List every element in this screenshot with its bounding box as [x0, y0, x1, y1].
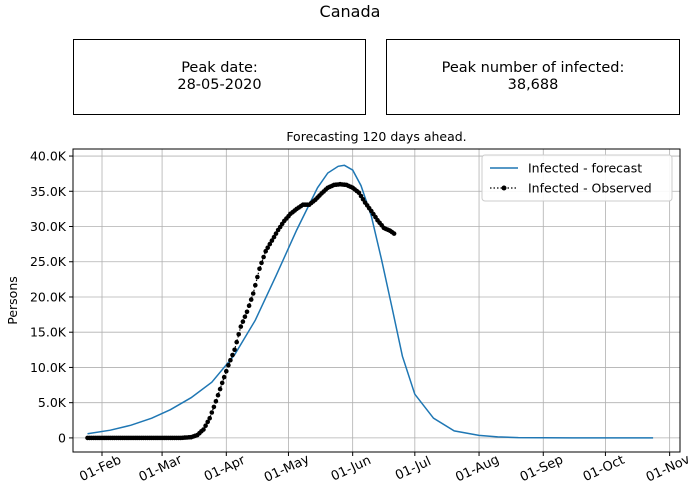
- y-tick-label: 10.0K: [30, 360, 67, 375]
- observed-point: [221, 374, 227, 380]
- forecast-line: [87, 164, 654, 439]
- observed-point: [263, 248, 269, 254]
- x-tick-label: 01-Jun: [329, 453, 374, 484]
- observed-point: [240, 319, 246, 324]
- observed-point: [356, 190, 362, 195]
- peak-date-box: Peak date: 28-05-2020: [73, 39, 366, 115]
- x-tick-label: 01-Jul: [393, 454, 433, 484]
- y-tick-label: 0: [58, 430, 66, 445]
- y-tick-label: 15.0K: [30, 325, 67, 340]
- observed-point: [211, 404, 217, 410]
- peak-date-label: Peak date:: [181, 60, 258, 76]
- observed-point: [209, 410, 215, 415]
- x-tick-label: 01-Mar: [137, 452, 185, 485]
- observed-point: [255, 274, 260, 280]
- x-tick-label: 01-Feb: [77, 453, 123, 485]
- observed-point: [219, 380, 225, 386]
- series-layer: [85, 164, 654, 441]
- x-tick-label: 01-Apr: [202, 453, 248, 485]
- legend-observed-marker: [501, 185, 507, 191]
- observed-point: [261, 254, 266, 260]
- x-tick-label: 01-Sep: [518, 452, 566, 485]
- observed-point: [257, 266, 262, 272]
- observed-point: [391, 231, 397, 236]
- x-tick-label: 01-Nov: [644, 452, 693, 485]
- observed-line: [87, 183, 395, 439]
- page-title: Canada: [319, 2, 381, 21]
- x-tick-label: 01-Oct: [581, 453, 627, 485]
- observed-point: [265, 245, 271, 250]
- y-tick-label: 20.0K: [30, 289, 67, 304]
- chart-title: Forecasting 120 days ahead.: [286, 129, 466, 144]
- observed-point: [242, 314, 248, 320]
- observed-point: [273, 231, 279, 236]
- observed-point: [236, 332, 241, 337]
- observed-point: [217, 386, 223, 392]
- y-tick-label: 25.0K: [30, 254, 67, 269]
- y-tick-label: 40.0K: [30, 149, 67, 164]
- observed-point: [234, 339, 239, 345]
- observed-point: [244, 309, 250, 315]
- observed-point: [213, 399, 219, 404]
- observed-point: [224, 368, 229, 374]
- observed-point: [248, 297, 254, 302]
- observed-point: [226, 363, 231, 368]
- observed-point: [246, 303, 252, 309]
- peak-infected-label: Peak number of infected:: [441, 60, 625, 76]
- peak-infected-value: 38,688: [507, 77, 559, 93]
- y-axis-label: Persons: [5, 276, 20, 325]
- observed-point: [230, 352, 235, 358]
- observed-point: [360, 197, 366, 202]
- legend-box: [481, 154, 673, 202]
- observed-point: [250, 291, 256, 296]
- legend-observed-label: Infected - Observed: [528, 181, 652, 196]
- observed-point: [215, 392, 221, 398]
- x-tick-label: 01-Aug: [453, 452, 501, 485]
- observed-point: [228, 357, 233, 363]
- peak-infected-box: Peak number of infected: 38,688: [386, 39, 680, 115]
- legend: Infected - forecast Infected - Observed: [481, 154, 673, 202]
- y-tick-label: 35.0K: [30, 184, 67, 199]
- observed-point: [201, 427, 206, 432]
- observed-point: [238, 324, 244, 329]
- observed-point: [269, 238, 275, 243]
- x-tick-label: 01-May: [262, 452, 312, 486]
- y-tick-label: 30.0K: [30, 219, 67, 234]
- observed-point: [267, 241, 273, 247]
- peak-date-value: 28-05-2020: [177, 77, 262, 93]
- observed-point: [253, 282, 258, 288]
- y-tick-label: 5.0K: [38, 395, 67, 410]
- observed-point: [205, 419, 210, 425]
- observed-point: [271, 234, 277, 240]
- observed-point: [358, 193, 364, 199]
- observed-point: [207, 415, 212, 421]
- observed-point: [203, 423, 208, 429]
- observed-point: [259, 260, 264, 266]
- legend-forecast-label: Infected - forecast: [528, 161, 642, 176]
- plot-frame: [72, 148, 681, 453]
- observed-point: [232, 347, 237, 353]
